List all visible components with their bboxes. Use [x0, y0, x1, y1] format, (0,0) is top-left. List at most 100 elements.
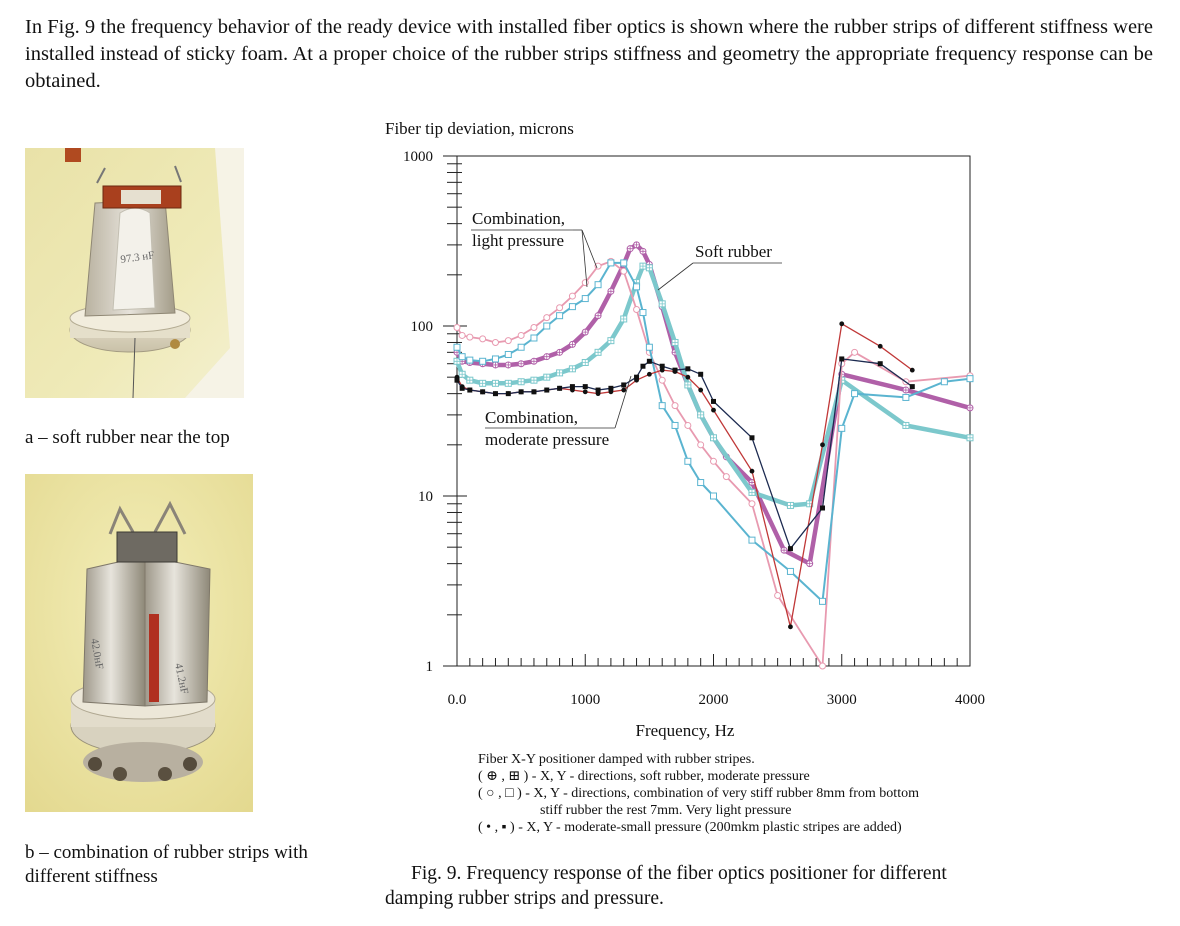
data-point: [607, 259, 615, 267]
data-point: [466, 333, 474, 341]
data-point: [697, 479, 705, 487]
data-point: [594, 281, 602, 289]
data-point: [517, 343, 525, 351]
data-point: [518, 389, 524, 395]
data-point: [940, 378, 948, 386]
data-point: [504, 337, 512, 345]
series-square-filled: [454, 356, 915, 552]
data-point: [492, 391, 498, 397]
data-point: [582, 389, 588, 395]
data-point: [530, 323, 538, 331]
annotation-soft-rubber: Soft rubber: [657, 242, 782, 291]
data-point: [877, 361, 883, 367]
data-point: [658, 402, 666, 410]
data-point-cross: [787, 502, 794, 509]
data-point-cross: [748, 479, 755, 486]
data-point: [685, 366, 691, 372]
data-point-cross: [697, 411, 704, 418]
data-point: [786, 567, 794, 575]
data-point: [839, 321, 845, 327]
data-point: [659, 367, 665, 373]
legend-line-moderate: ( • , ▪ ) - X, Y - moderate-small pressu…: [478, 820, 902, 835]
data-point: [774, 591, 782, 599]
data-point: [556, 312, 564, 320]
series-circle-plus: [453, 241, 974, 568]
data-point: [671, 421, 679, 429]
data-point-cross: [530, 377, 537, 384]
photo-a-label: 97.3 нF: [120, 249, 155, 266]
data-point: [672, 367, 678, 373]
x-tick-label: 3000: [827, 692, 857, 708]
data-point: [531, 389, 537, 395]
data-point: [466, 356, 474, 364]
data-point-cross: [556, 349, 563, 356]
data-point: [710, 492, 717, 500]
series-layer: [453, 241, 974, 670]
data-point-cross: [582, 329, 589, 336]
data-point: [749, 435, 755, 441]
photo-a-caption: a – soft rubber near the top: [25, 427, 230, 448]
data-point-cross: [967, 434, 973, 441]
data-point-cross: [607, 288, 614, 295]
data-point-cross: [569, 365, 576, 372]
data-point-cross: [492, 380, 499, 387]
data-point-cross: [620, 315, 627, 322]
x-axis-label: Frequency, Hz: [636, 721, 735, 740]
data-point-cross: [459, 371, 466, 378]
data-point: [909, 384, 915, 390]
data-point-cross: [543, 353, 550, 360]
data-point: [620, 267, 628, 275]
data-point: [685, 374, 691, 380]
figure-caption: Fig. 9. Frequency response of the fiber …: [385, 861, 1025, 911]
intro-paragraph: In Fig. 9 the frequency behavior of the …: [25, 16, 1153, 92]
data-point: [543, 314, 551, 322]
x-tick-label: 2000: [699, 692, 729, 708]
data-point-cross: [967, 404, 973, 411]
x-tick-label: 4000: [955, 692, 985, 708]
annotation-combination-moderate: Combination, moderate pressure: [485, 375, 632, 449]
data-point-cross: [569, 341, 576, 348]
annotation-combination-moderate-line1: Combination,: [485, 408, 578, 427]
data-point: [697, 441, 705, 449]
data-point: [479, 357, 487, 365]
data-point: [658, 376, 666, 384]
data-point: [966, 375, 974, 383]
data-point: [582, 384, 588, 390]
data-point: [819, 597, 827, 605]
annotation-combination-light-line2: light pressure: [472, 231, 564, 250]
y-axis-label: Fiber tip deviation, microns: [385, 119, 574, 138]
data-point: [634, 374, 640, 380]
data-point: [851, 348, 859, 356]
data-point-cross: [518, 360, 525, 367]
y-tick-label: 100: [411, 319, 434, 335]
data-point: [710, 457, 717, 465]
data-point: [711, 407, 716, 413]
data-point: [633, 283, 641, 291]
legend-line-soft-rubber: ( ⊕ , ⊞ ) - X, Y - directions, soft rubb…: [478, 769, 810, 784]
legend-line-combination: ( ○ , □ ) - X, Y - directions, combinati…: [478, 786, 919, 801]
data-point-cross: [595, 349, 602, 356]
data-point: [581, 279, 589, 287]
data-point: [504, 350, 512, 358]
annotation-soft-rubber-text: Soft rubber: [695, 242, 772, 261]
photo-b-caption: b – combination of rubber strips with di…: [25, 842, 308, 887]
data-point: [749, 468, 755, 474]
series-circle: [453, 257, 974, 670]
data-point-cross: [748, 489, 755, 496]
data-point: [671, 402, 679, 410]
data-point-cross: [684, 381, 691, 388]
data-point-cross: [466, 377, 473, 384]
data-point: [684, 421, 692, 429]
legend-title: Fiber X-Y positioner damped with rubber …: [478, 752, 755, 767]
data-point: [458, 353, 466, 361]
data-point-cross: [633, 241, 640, 248]
x-tick-label: 0.0: [448, 692, 467, 708]
data-point-cross: [595, 312, 602, 319]
data-point-cross: [518, 378, 525, 385]
series-line: [455, 242, 971, 566]
data-point-cross: [454, 358, 460, 365]
data-point: [453, 323, 461, 331]
data-point-cross: [672, 339, 679, 346]
data-point-cross: [530, 358, 537, 365]
data-point-cross: [556, 369, 563, 376]
